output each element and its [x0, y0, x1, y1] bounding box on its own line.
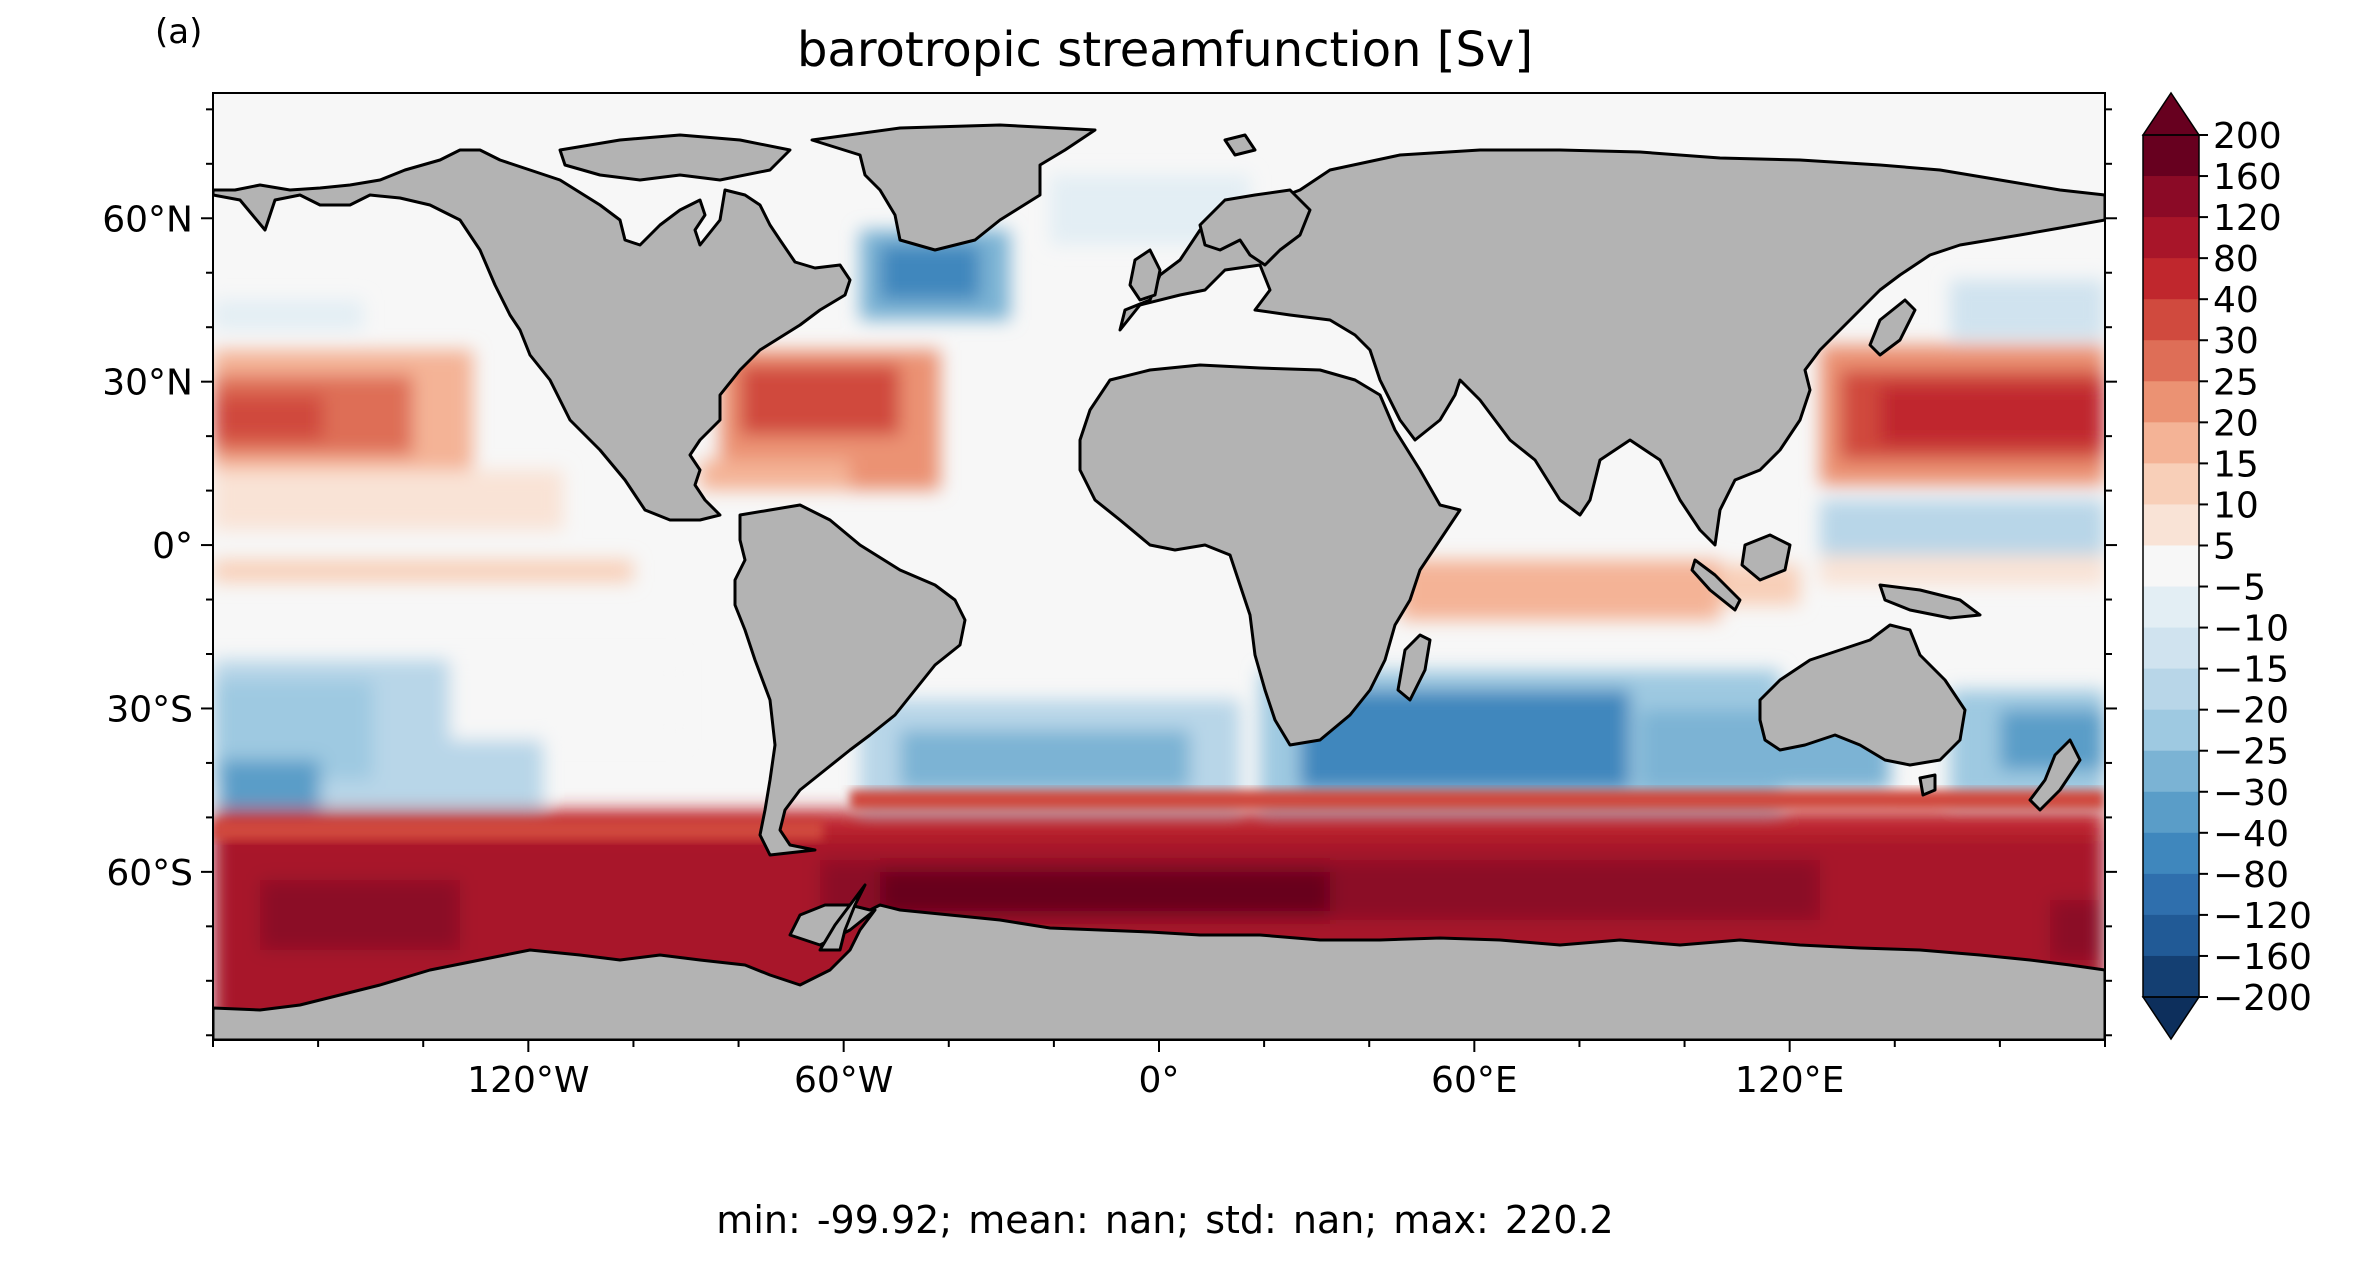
- british-isles: [1128, 248, 1162, 302]
- colorbar-band: [2143, 258, 2199, 300]
- antarctic-peninsula: [818, 883, 867, 952]
- colorbar-extend-high: [2141, 91, 2201, 136]
- colorbar-band: [2143, 340, 2199, 382]
- colorbar-tick-label: 10: [2213, 485, 2259, 526]
- colorbar-tick-label: −200: [2213, 978, 2312, 1019]
- colorbar-band: [2143, 422, 2199, 464]
- lat-tick-label: 30°N: [102, 363, 193, 404]
- colorbar-tick-label: −80: [2213, 855, 2289, 896]
- colorbar-band: [2143, 504, 2199, 547]
- colorbar-tick-label: 40: [2213, 280, 2259, 321]
- scandinavia: [1198, 188, 1312, 267]
- colorbar-tick-label: 30: [2213, 321, 2259, 362]
- colorbar-tick-label: 20: [2213, 403, 2259, 444]
- tasmania: [1918, 773, 1937, 797]
- acc-front: [213, 790, 2105, 840]
- colorbar-tick-label: 160: [2213, 157, 2282, 198]
- colorbar-band: [2143, 832, 2199, 875]
- greenland: [810, 123, 1097, 252]
- lon-tick-label: 0°: [1139, 1060, 1180, 1101]
- lon-axis: 120°W 60°W 0° 60°E 120°E: [212, 1040, 2106, 1101]
- arctic-islands: [558, 133, 792, 182]
- colorbar-band: [2143, 217, 2199, 259]
- eurasia: [1118, 148, 2105, 547]
- madagascar: [1396, 633, 1432, 702]
- map-field: [213, 93, 2105, 1040]
- colorbar-tick-label: −25: [2213, 732, 2289, 773]
- colorbar-tick-label: 120: [2213, 198, 2282, 239]
- colorbar-tick-label: −30: [2213, 773, 2289, 814]
- lon-tick-label: 120°W: [467, 1060, 589, 1101]
- svalbard: [1223, 133, 1257, 157]
- colorbar-band: [2143, 668, 2199, 711]
- colorbar-band: [2143, 914, 2199, 957]
- colorbar-tick-label: −20: [2213, 691, 2289, 732]
- colorbar-band: [2143, 586, 2199, 629]
- lat-axis: 60°N 30°N 0° 30°S 60°S: [102, 108, 2117, 1037]
- colorbar-tick-label: −5: [2213, 568, 2266, 609]
- colorbar-tick-label: 5: [2213, 526, 2236, 567]
- colorbar-band: [2143, 176, 2199, 218]
- africa: [1078, 363, 1462, 747]
- panel-label: (a): [155, 12, 203, 52]
- colorbar-band: [2143, 381, 2199, 423]
- australia: [1758, 623, 1967, 767]
- colorbar-band: [2143, 135, 2199, 177]
- colorbar-frame: [2142, 134, 2200, 998]
- figure-title: barotropic streamfunction [Sv]: [796, 22, 1534, 78]
- colorbar-extend-low: [2141, 996, 2201, 1041]
- colorbar-band: [2143, 709, 2199, 752]
- sumatra: [1690, 558, 1742, 612]
- lon-tick-label: 60°E: [1431, 1060, 1518, 1101]
- lon-tick-label: 60°W: [794, 1060, 893, 1101]
- colorbar-band: [2143, 299, 2199, 341]
- colorbar-tick-label: 25: [2213, 362, 2259, 403]
- colorbar-tick-label: 15: [2213, 444, 2259, 485]
- colorbar-tick-label: 80: [2213, 239, 2259, 280]
- colorbar-tick-label: −10: [2213, 609, 2289, 650]
- colorbar-tick-label: −15: [2213, 650, 2289, 691]
- colorbar-band: [2143, 750, 2199, 793]
- north-america: [213, 148, 852, 522]
- colorbar-tick-label: −120: [2213, 896, 2312, 937]
- land-masses: [213, 123, 2105, 1040]
- field-statistics: min: -99.92; mean: nan; std: nan; max: 2…: [716, 1198, 1614, 1242]
- antarctica: [213, 903, 2105, 1040]
- lat-tick-label: 60°N: [102, 199, 193, 240]
- lat-tick-label: 30°S: [106, 689, 193, 730]
- lon-tick-label: 120°E: [1735, 1060, 1844, 1101]
- lat-tick-label: 0°: [152, 526, 193, 567]
- colorbar-bands: [2141, 91, 2201, 1041]
- colorbar-band: [2143, 955, 2199, 998]
- new-guinea: [1878, 583, 1982, 620]
- colorbar-band: [2143, 627, 2199, 670]
- colorbar-labels: 200160120804030252015105−5−10−15−20−25−3…: [2199, 116, 2312, 1019]
- colorbar-tick-label: 200: [2213, 116, 2282, 157]
- colorbar-band: [2143, 463, 2199, 506]
- colorbar-band: [2143, 791, 2199, 834]
- colorbar-tick-label: −40: [2213, 814, 2289, 855]
- south-america: [733, 503, 967, 857]
- colorbar-band: [2143, 545, 2199, 588]
- new-zealand: [2028, 738, 2082, 812]
- borneo: [1740, 533, 1792, 582]
- colorbar-band: [2143, 873, 2199, 916]
- japan: [1868, 298, 1917, 357]
- colorbar-tick-label: −160: [2213, 937, 2312, 978]
- lat-tick-label: 60°S: [106, 853, 193, 894]
